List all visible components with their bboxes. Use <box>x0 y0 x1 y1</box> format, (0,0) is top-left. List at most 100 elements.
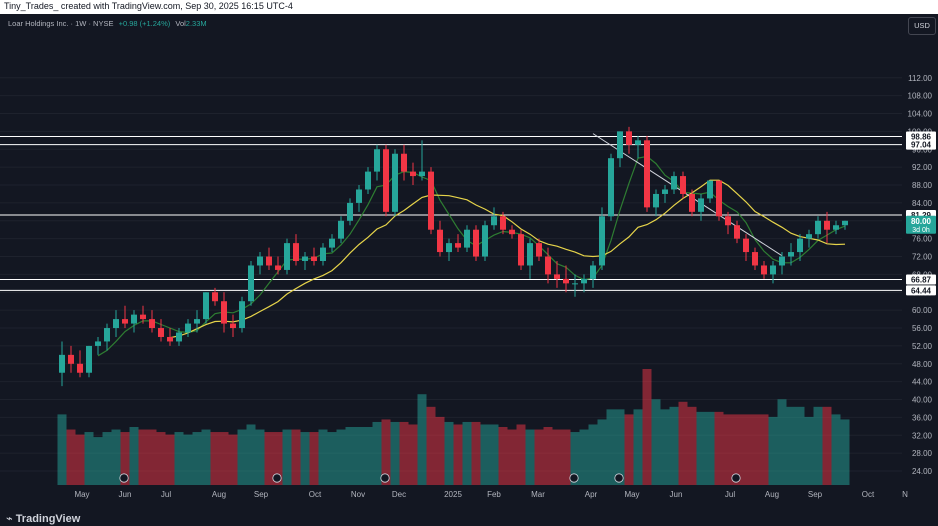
y-tick-label: 76.00 <box>912 235 933 244</box>
y-tick-label: 60.00 <box>912 306 933 315</box>
candle-body <box>464 229 470 248</box>
brand-name: TradingView <box>15 513 81 525</box>
candle-body <box>437 229 443 253</box>
x-tick-label: Jul <box>161 490 171 499</box>
x-tick-label: Sep <box>254 490 269 499</box>
volume-bar <box>129 427 139 485</box>
y-tick-label: 56.00 <box>912 324 933 333</box>
candle-body <box>338 220 344 239</box>
event-marker-icon <box>272 473 282 483</box>
tradingview-logo-icon: ⌁ <box>6 513 13 525</box>
grid <box>0 77 902 472</box>
y-tick-label: 52.00 <box>912 342 933 351</box>
event-marker-icon <box>569 473 579 483</box>
x-tick-label: Nov <box>351 490 365 499</box>
volume-bar <box>633 409 643 485</box>
horizontal-levels <box>0 135 902 291</box>
volume-bar <box>543 427 553 485</box>
candle-body <box>617 131 623 159</box>
candle-body <box>509 229 515 235</box>
candles <box>59 126 848 387</box>
volume-bar <box>165 434 175 485</box>
candle-body <box>212 292 218 302</box>
event-marker-icon <box>380 473 390 483</box>
candle-body <box>662 189 668 194</box>
volume-bar <box>435 416 445 485</box>
x-tick-label: Feb <box>487 490 501 499</box>
candle-body <box>635 140 641 145</box>
volume-bar <box>660 409 670 485</box>
candle-body <box>185 323 191 333</box>
volume-bar <box>516 424 526 485</box>
volume-bar <box>84 432 94 485</box>
volume-bar <box>300 432 310 485</box>
volume-bar <box>669 406 679 485</box>
volume-bar <box>210 432 220 485</box>
volume-bar <box>282 429 292 485</box>
footer <box>0 512 938 526</box>
volume-bar <box>345 427 355 485</box>
price-label-box <box>906 215 936 234</box>
volume-bar <box>705 411 715 485</box>
candle-body <box>581 278 587 284</box>
volume-bar <box>291 429 301 485</box>
symbol-legend: Loar Holdings Inc. · 1W · NYSE +0.98 (+1… <box>8 19 207 28</box>
volume-bar <box>354 427 364 485</box>
volume-bar <box>228 434 238 485</box>
candle-body <box>770 265 776 275</box>
volume-bar <box>615 409 625 485</box>
volume-bar <box>336 429 346 485</box>
y-tick-label: 24.00 <box>912 467 933 476</box>
x-axis: May Jun Jul Aug Sep Oct Nov Dec 2025 Feb Mar Apr May… <box>74 490 908 499</box>
price-label-box <box>906 131 936 142</box>
volume-bar <box>822 406 832 485</box>
candle-body <box>806 234 812 239</box>
volume-bar <box>651 399 661 485</box>
candle-body <box>842 220 848 226</box>
volume-bar <box>75 434 85 485</box>
event-marker-icon <box>119 473 129 483</box>
candle-body <box>482 225 488 257</box>
volume-bar <box>534 429 544 485</box>
volume-bar <box>624 414 634 485</box>
x-tick-label: Oct <box>309 490 322 499</box>
y-tick-label: 32.00 <box>912 431 933 440</box>
volume-bar <box>201 429 211 485</box>
candle-body <box>455 243 461 248</box>
event-marker-icon <box>731 473 741 483</box>
candle-body <box>761 265 767 275</box>
candle-body <box>365 171 371 190</box>
candle-body <box>149 319 155 329</box>
candle-body <box>428 171 434 230</box>
candle-body <box>275 265 281 270</box>
candle-body <box>734 225 740 239</box>
y-tick-label: 40.00 <box>912 396 933 405</box>
currency-button[interactable]: USD <box>908 17 936 35</box>
candle-body <box>743 238 749 253</box>
header-bar: Tiny_Trades_ created with TradingView.co… <box>0 0 938 14</box>
y-tick-label: 96.00 <box>912 145 933 154</box>
price-label-text: 80.00 <box>911 217 932 226</box>
volume-bar <box>102 432 112 485</box>
candle-body <box>248 265 254 302</box>
volume-bar <box>480 424 490 485</box>
volume-bar <box>786 406 796 485</box>
volume-bar <box>66 429 76 485</box>
legend-vol-value: 2.33M <box>185 19 207 28</box>
candle-body <box>689 193 695 212</box>
y-tick-label: 36.00 <box>912 413 933 422</box>
volume-bar <box>318 429 328 485</box>
trendline-group <box>592 133 783 257</box>
volume-bar <box>57 414 67 485</box>
candle-body <box>626 131 632 145</box>
x-tick-label: Oct <box>862 490 875 499</box>
candle-body <box>680 176 686 194</box>
volume-bar <box>795 406 805 485</box>
volume-bar <box>588 424 598 485</box>
candle-body <box>383 149 389 212</box>
volume-bar <box>444 421 454 485</box>
candle-body <box>113 319 119 329</box>
volume-bar <box>381 419 391 485</box>
